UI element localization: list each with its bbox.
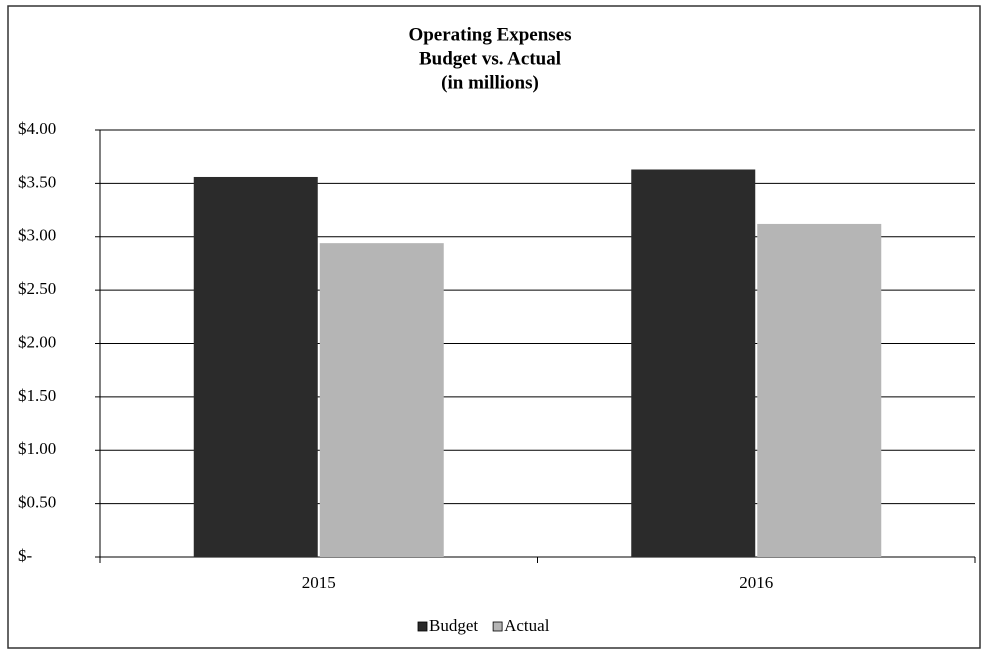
bar xyxy=(631,169,756,557)
chart-title: Budget vs. Actual xyxy=(419,48,561,69)
y-tick-label: $1.50 xyxy=(18,386,56,405)
x-tick-label: 2016 xyxy=(739,573,773,592)
x-tick-label: 2015 xyxy=(302,573,336,592)
chart-title: Operating Expenses xyxy=(408,24,571,45)
y-tick-label: $- xyxy=(18,546,33,565)
bar xyxy=(757,223,882,557)
bar xyxy=(319,243,444,557)
y-tick-label: $2.00 xyxy=(18,332,56,351)
bar xyxy=(193,176,318,557)
legend-label: Budget xyxy=(429,616,478,635)
y-tick-label: $3.50 xyxy=(18,172,56,191)
y-tick-label: $3.00 xyxy=(18,226,56,245)
legend-swatch xyxy=(492,621,503,632)
legend-label: Actual xyxy=(504,616,550,635)
y-tick-label: $2.50 xyxy=(18,279,56,298)
chart-title: (in millions) xyxy=(441,72,539,93)
y-tick-label: $4.00 xyxy=(18,119,56,138)
legend-swatch xyxy=(417,621,428,632)
y-tick-label: $1.00 xyxy=(18,439,56,458)
y-tick-label: $0.50 xyxy=(18,493,56,512)
